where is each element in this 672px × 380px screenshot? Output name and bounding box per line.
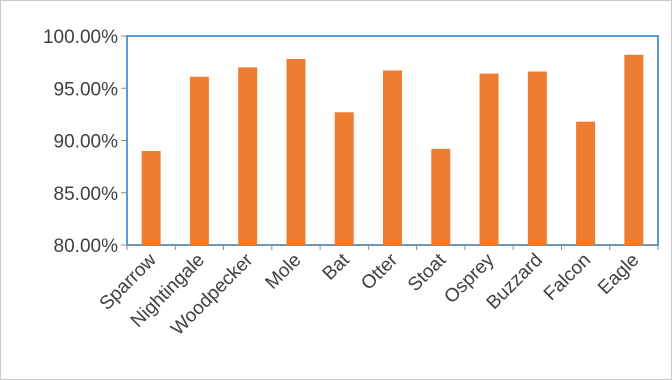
bar-nightingale (189, 76, 209, 245)
x-category-label: Otter (357, 249, 402, 294)
bar-buzzard (527, 71, 547, 245)
bar-bat (334, 112, 354, 245)
bar-sparrow (141, 150, 161, 245)
x-category-label: Mole (262, 250, 306, 294)
y-tick-label: 95.00% (54, 79, 119, 100)
bar-osprey (479, 73, 499, 246)
bar-stoat (431, 148, 451, 245)
y-tick-label: 100.00% (43, 27, 118, 48)
y-tick-label: 90.00% (54, 132, 119, 153)
x-category-label: Falcon (540, 250, 595, 305)
bar-mole (286, 58, 306, 245)
x-category-label: Eagle (594, 250, 643, 299)
y-tick-label: 85.00% (54, 184, 119, 205)
y-tick-label: 80.00% (54, 236, 119, 257)
bar-falcon (576, 121, 596, 245)
bar-woodpecker (238, 67, 258, 245)
x-category-label: Bat (319, 249, 355, 285)
bar-eagle (624, 54, 644, 246)
bar-otter (383, 70, 402, 245)
